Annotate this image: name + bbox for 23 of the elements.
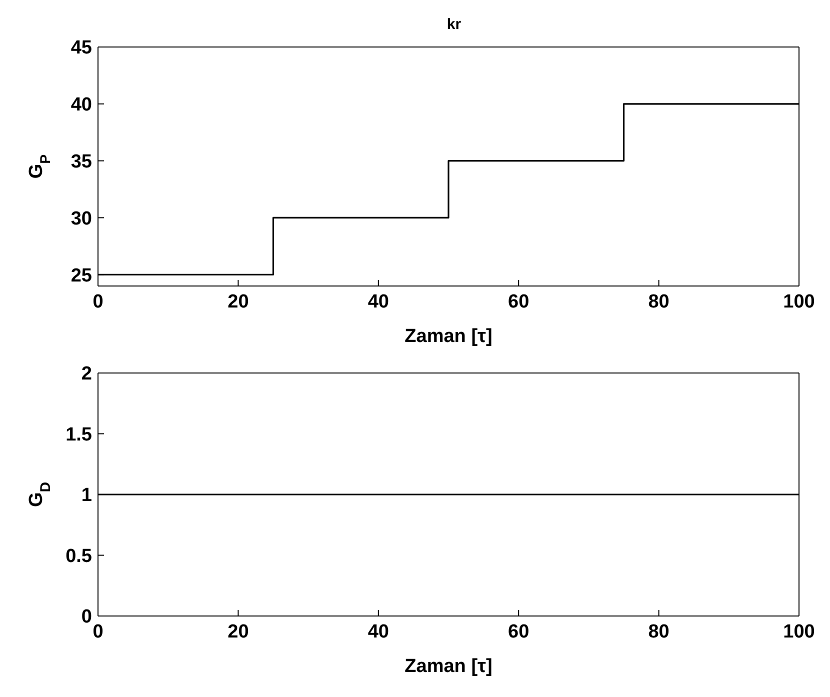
y-tick-label: 40 (70, 94, 92, 116)
x-axis-title: Zaman [τ] (404, 326, 492, 347)
y-tick-label: 30 (70, 208, 92, 230)
y-tick-label: 1 (81, 485, 92, 506)
x-tick-label: 60 (508, 621, 530, 642)
x-axis-title: Zaman [τ] (404, 656, 492, 677)
chart-title: kr (446, 16, 462, 33)
y-tick-label: 45 (70, 38, 92, 59)
y-tick-label: 0.5 (66, 546, 92, 567)
x-tick-label: 20 (228, 291, 249, 312)
x-tick-label: 40 (368, 621, 389, 642)
x-tick-label: 100 (783, 621, 815, 642)
y-tick-label: 1.5 (66, 424, 92, 446)
x-tick-label: 80 (648, 291, 670, 312)
y-tick-label: 2 (81, 364, 92, 385)
x-tick-label: 100 (783, 291, 815, 312)
x-tick-label: 20 (228, 621, 249, 642)
x-tick-label: 80 (648, 621, 670, 642)
y-tick-label: 0 (81, 606, 92, 628)
x-tick-label: 40 (368, 291, 389, 312)
y-tick-label: 35 (70, 152, 92, 173)
y-tick-label: 25 (70, 265, 92, 286)
x-tick-label: 60 (508, 291, 530, 312)
